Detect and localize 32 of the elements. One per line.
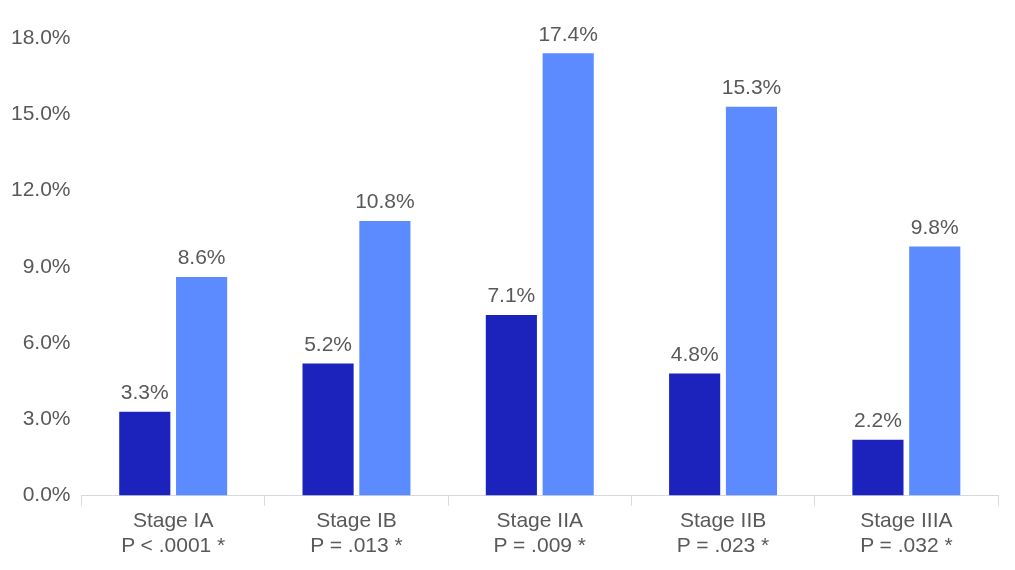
- y-tick-label: 9.0%: [22, 253, 71, 277]
- data-label: 7.1%: [487, 283, 536, 307]
- data-label: 9.8%: [910, 214, 959, 238]
- bar: [302, 363, 354, 496]
- y-tick-label: 12.0%: [11, 177, 71, 201]
- bar: [909, 246, 961, 496]
- data-label: 3.3%: [120, 380, 169, 403]
- data-label: 5.2%: [304, 331, 353, 355]
- data-label: 17.4%: [538, 21, 598, 45]
- data-label: 10.8%: [355, 189, 415, 213]
- bar: [485, 315, 537, 496]
- bar: [669, 373, 721, 496]
- bar: [176, 276, 228, 496]
- x-tick-label: Stage IIB P = .023 *: [676, 508, 770, 557]
- y-tick-label: 3.0%: [22, 406, 71, 430]
- y-tick-label: 6.0%: [22, 329, 71, 353]
- bar: [725, 106, 778, 496]
- x-tick-label: Stage IB P = .013 *: [310, 508, 403, 557]
- bar: [119, 411, 171, 496]
- y-tick-label: 15.0%: [11, 101, 71, 125]
- data-label: 8.6%: [177, 245, 226, 269]
- bar: [359, 221, 411, 496]
- data-label: 4.8%: [670, 341, 719, 365]
- x-tick-label: Stage IIA P = .009 *: [493, 508, 586, 557]
- bar: [542, 53, 594, 496]
- y-tick-label: 18.0%: [11, 24, 71, 48]
- x-tick-label: Stage IIIA P = .032 *: [860, 508, 953, 557]
- data-label: 15.3%: [721, 74, 782, 98]
- y-tick-label: 0.0%: [22, 482, 71, 506]
- bar: [852, 439, 904, 496]
- x-tick-label: Stage IA P < .0001 *: [121, 508, 226, 557]
- data-label: 2.2%: [854, 407, 902, 431]
